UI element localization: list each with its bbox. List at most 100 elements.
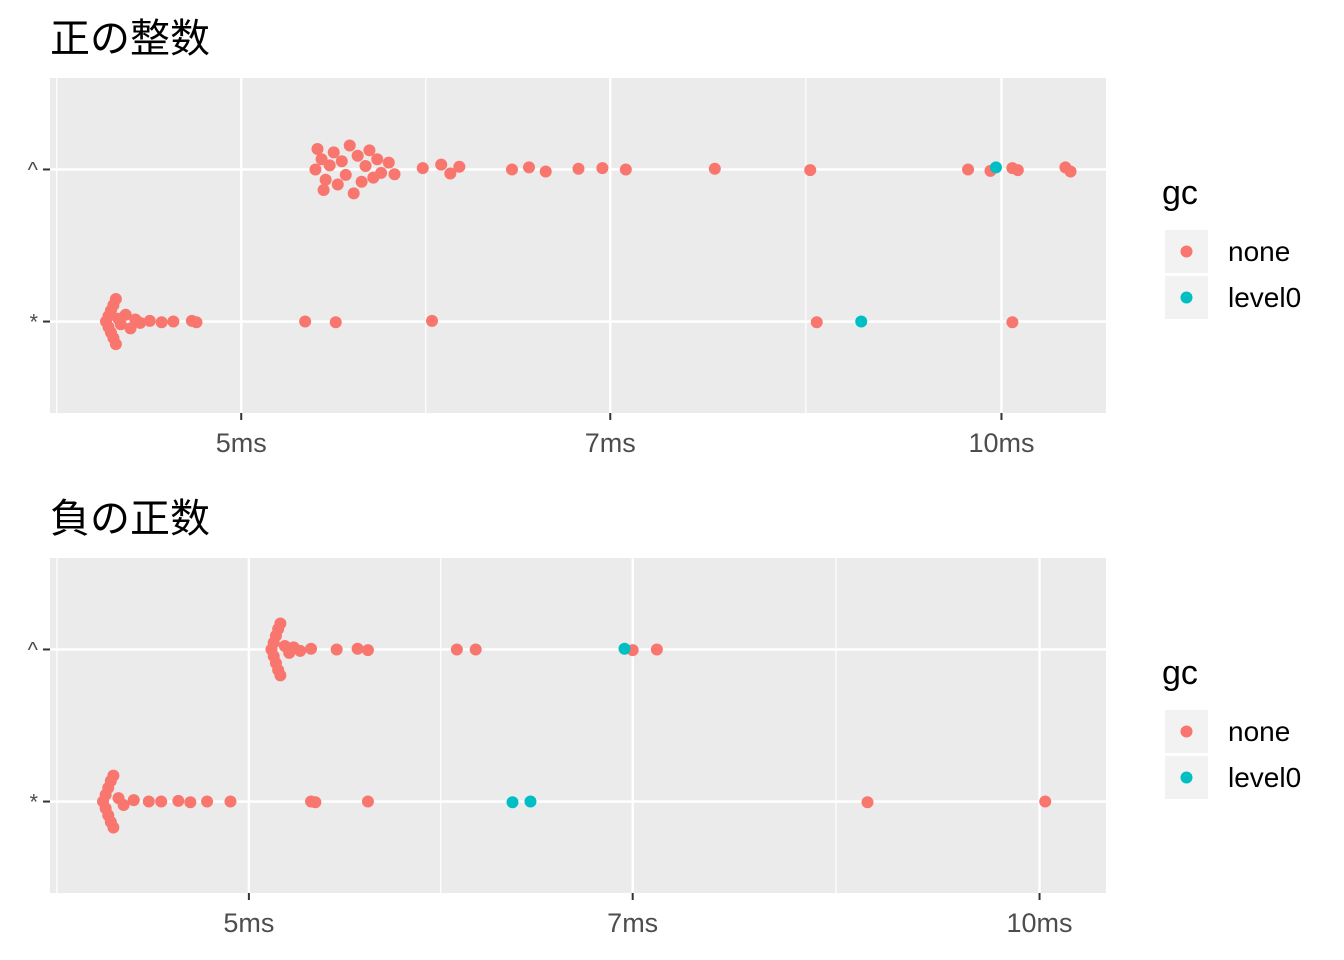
x-tick-label: 5ms	[223, 908, 274, 938]
data-point-none	[1006, 316, 1019, 329]
data-point-none	[167, 315, 180, 328]
data-point-none	[388, 168, 401, 181]
data-point-none	[810, 316, 823, 329]
data-point-none	[134, 316, 147, 329]
data-point-none	[109, 338, 122, 351]
data-point-none	[522, 161, 535, 174]
data-point-none	[371, 153, 384, 166]
data-point-none	[184, 796, 197, 809]
x-tick-label: 10ms	[1007, 908, 1073, 938]
y-category-label: *	[29, 310, 38, 335]
plot-panel	[50, 558, 1106, 893]
data-point-none	[1064, 165, 1077, 178]
legend-label: level0	[1228, 762, 1301, 793]
x-tick-label: 7ms	[585, 428, 636, 458]
legend-key-dot	[1180, 245, 1193, 258]
data-point-none	[596, 162, 609, 175]
data-point-none	[426, 314, 439, 327]
data-point-none	[363, 144, 376, 157]
data-point-none	[329, 316, 342, 329]
data-point-none	[117, 798, 130, 811]
data-point-none	[224, 795, 237, 808]
data-point-none	[330, 643, 343, 656]
data-point-none	[351, 149, 364, 162]
data-point-none	[359, 160, 372, 173]
data-point-none	[619, 163, 632, 176]
data-point-none	[309, 796, 322, 809]
data-point-none	[335, 155, 348, 168]
chart-title: 負の正数	[50, 496, 210, 542]
data-point-none	[450, 643, 463, 656]
data-point-none	[305, 642, 318, 655]
legend-key-dot	[1180, 771, 1193, 784]
data-point-none	[155, 795, 168, 808]
data-point-none	[539, 165, 552, 178]
data-point-none	[127, 794, 140, 807]
data-point-none	[416, 162, 429, 175]
data-point-none	[861, 796, 874, 809]
data-point-none	[444, 167, 457, 180]
data-point-level0	[524, 795, 537, 808]
data-point-level0	[855, 315, 868, 328]
data-point-none	[317, 183, 330, 196]
data-point-none	[339, 168, 352, 181]
data-point-none	[804, 164, 817, 177]
data-point-none	[201, 795, 214, 808]
data-point-none	[107, 821, 120, 834]
x-tick-label: 10ms	[968, 428, 1034, 458]
data-point-none	[294, 644, 307, 657]
data-point-none	[109, 292, 122, 305]
x-tick-label: 7ms	[607, 908, 658, 938]
data-point-none	[323, 159, 336, 172]
data-point-none	[375, 166, 388, 179]
data-point-none	[505, 163, 518, 176]
legend-label: level0	[1228, 282, 1301, 313]
data-point-none	[382, 156, 395, 169]
data-point-level0	[506, 796, 519, 809]
data-point-none	[327, 146, 340, 159]
data-point-none	[355, 175, 368, 188]
data-point-none	[172, 794, 185, 807]
data-point-none	[143, 314, 156, 327]
data-point-none	[274, 669, 287, 682]
data-point-none	[343, 139, 356, 152]
plot-panel	[50, 78, 1106, 413]
data-point-none	[114, 318, 127, 331]
legend-label: none	[1228, 236, 1290, 267]
data-point-none	[274, 617, 287, 630]
data-point-none	[309, 163, 322, 176]
data-point-none	[1011, 164, 1024, 177]
legend-key-dot	[1180, 291, 1193, 304]
data-point-level0	[618, 642, 631, 655]
legend-title: gc	[1162, 174, 1198, 212]
data-point-none	[1039, 795, 1052, 808]
y-category-label: ^	[28, 157, 39, 182]
data-point-none	[435, 158, 448, 171]
data-point-none	[155, 316, 168, 329]
data-point-none	[361, 644, 374, 657]
data-point-none	[311, 142, 324, 155]
data-point-none	[650, 643, 663, 656]
data-point-none	[124, 322, 137, 335]
data-point-none	[299, 315, 312, 328]
y-category-label: *	[29, 790, 38, 815]
data-point-none	[351, 642, 364, 655]
data-point-none	[708, 162, 721, 175]
data-point-none	[361, 795, 374, 808]
data-point-none	[315, 153, 328, 166]
chart-title: 正の整数	[50, 16, 210, 62]
data-point-none	[962, 163, 975, 176]
data-point-none	[319, 173, 332, 186]
y-category-label: ^	[28, 637, 39, 662]
legend-label: none	[1228, 716, 1290, 747]
legend-key-dot	[1180, 725, 1193, 738]
data-point-none	[119, 308, 132, 321]
data-point-none	[572, 162, 585, 175]
data-point-none	[142, 795, 155, 808]
data-point-none	[190, 316, 203, 329]
